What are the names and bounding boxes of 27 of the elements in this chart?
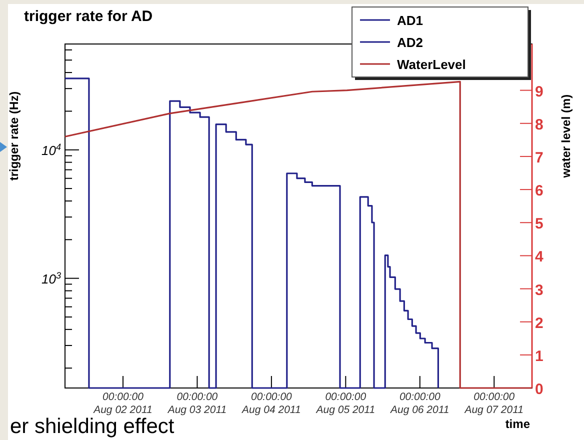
y2-tick-label: 8 — [535, 116, 544, 134]
y2-tick-label: 4 — [535, 248, 544, 266]
x-tick-label: 00:00:00 Aug 03 2011 — [166, 391, 227, 416]
legend-label: AD2 — [397, 35, 424, 50]
x-tick-label: 00:00:00 Aug 05 2011 — [315, 391, 376, 416]
y2-tick-label: 9 — [535, 83, 544, 100]
y-tick-label: 10$^{3}$ — [41, 270, 61, 286]
chart-title: trigger rate for AD — [24, 8, 153, 25]
y2-tick-label: 0 — [535, 381, 544, 398]
y2-tick-label: 5 — [535, 216, 544, 233]
x-axis-title: time — [505, 417, 530, 431]
y2-axis-title: water level (m) — [559, 94, 573, 179]
y2-tick-label: 3 — [535, 282, 544, 299]
y2-tick-label: 2 — [535, 314, 544, 332]
legend-label: AD1 — [397, 13, 424, 28]
x-tick-label: 00:00:00 Aug 02 2011 — [92, 391, 152, 416]
x-tick-label: 00:00:00 Aug 07 2011 — [464, 391, 524, 416]
line-series — [64, 80, 533, 389]
legend-label: WaterLevel — [397, 57, 466, 72]
y-axis-title: trigger rate (Hz) — [7, 91, 21, 181]
x-tick-label: 00:00:00 Aug 06 2011 — [390, 391, 450, 416]
y2-tick-label: 6 — [535, 182, 544, 200]
y2-tick-label: 1 — [535, 348, 544, 365]
x-tick-label: 00:00:00 Aug 04 2011 — [241, 391, 301, 416]
text: er shielding effect — [10, 415, 174, 438]
y2-tick-label: 7 — [535, 149, 544, 166]
y-tick-label: 10$^{4}$ — [41, 142, 61, 158]
